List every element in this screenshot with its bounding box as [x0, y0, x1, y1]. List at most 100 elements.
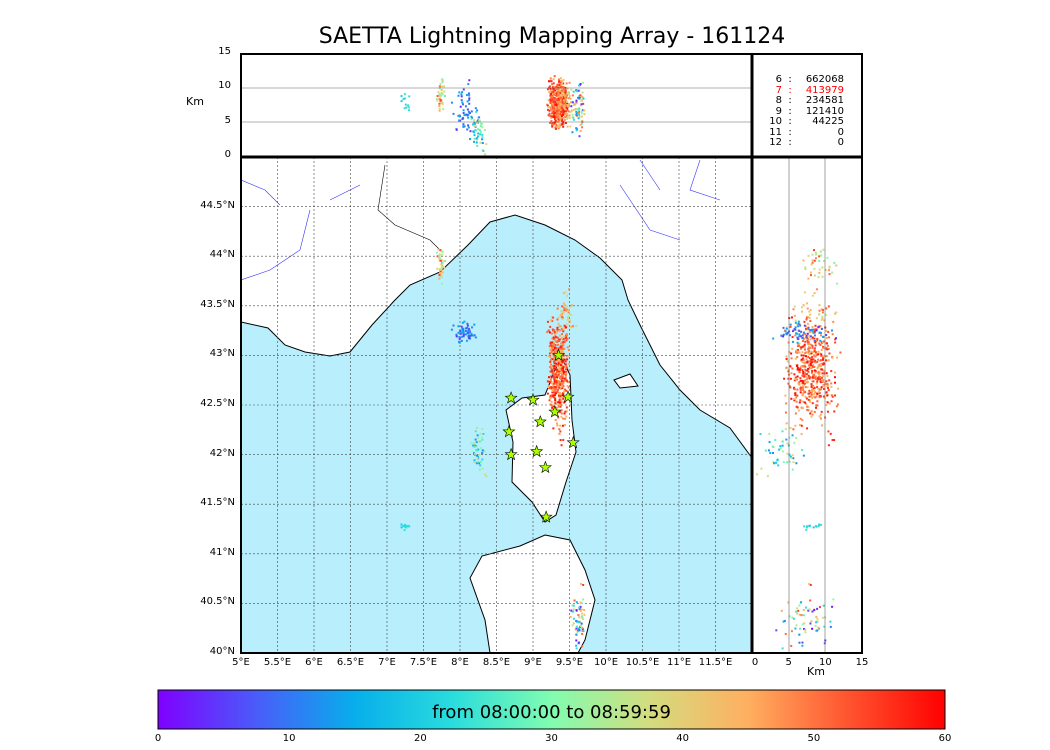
lightning-source	[557, 379, 560, 382]
lightning-source	[564, 417, 567, 420]
lightning-source	[458, 338, 461, 341]
lightning-source	[564, 375, 567, 378]
lightning-source-side	[796, 375, 799, 378]
lightning-source-altitude	[549, 106, 552, 109]
altitude-tick-label: 15	[218, 46, 231, 57]
lightning-source-side	[811, 294, 814, 297]
lightning-source	[552, 375, 555, 378]
lightning-source-side	[796, 332, 799, 335]
lightning-source	[440, 274, 443, 277]
lightning-source-altitude	[555, 98, 558, 101]
lightning-source	[546, 380, 549, 383]
lightning-source	[552, 390, 555, 393]
separator: :	[788, 95, 792, 106]
x-tick-label: 10.5°E	[625, 657, 660, 668]
lightning-source	[564, 376, 567, 379]
lightning-source	[440, 259, 443, 262]
lightning-source-altitude	[560, 94, 563, 97]
lightning-source	[553, 379, 556, 382]
lightning-source-side	[822, 363, 825, 366]
lightning-source-side	[798, 323, 801, 326]
lightning-source-side	[801, 419, 804, 422]
lightning-source	[556, 318, 559, 321]
lightning-source-side	[795, 350, 798, 353]
lightning-source-side	[837, 387, 840, 390]
lightning-source-side	[792, 428, 795, 431]
lightning-source	[465, 333, 468, 336]
station-count-label: 10	[769, 116, 782, 127]
lightning-source-altitude	[408, 109, 411, 112]
lightning-source-side	[812, 249, 815, 252]
lightning-source-side	[779, 447, 782, 450]
lightning-source	[470, 334, 473, 337]
lightning-source-altitude	[467, 124, 470, 127]
lightning-source	[560, 409, 563, 412]
lightning-source	[549, 396, 552, 399]
lightning-source-altitude	[567, 110, 570, 113]
lightning-source-side	[812, 395, 815, 398]
lightning-source-side	[785, 402, 788, 405]
lightning-source	[565, 372, 568, 375]
lightning-source-side	[798, 330, 801, 333]
lightning-source-side	[819, 378, 822, 381]
lightning-source	[567, 349, 570, 352]
lightning-source-side	[828, 273, 831, 276]
side-tick-label: 15	[855, 657, 869, 668]
lightning-source-side	[813, 393, 816, 396]
lightning-source	[560, 310, 563, 313]
lightning-source	[561, 354, 564, 357]
lightning-source-side	[817, 390, 820, 393]
lightning-source	[559, 424, 562, 427]
lightning-source-side	[792, 617, 795, 620]
lightning-source-side	[774, 438, 777, 441]
lightning-source	[556, 370, 559, 373]
lightning-source-altitude	[473, 134, 476, 137]
lightning-source-side	[839, 351, 842, 354]
lightning-source	[555, 365, 558, 368]
lightning-source	[549, 325, 552, 328]
lightning-source-side	[799, 627, 802, 630]
lightning-source-side	[813, 374, 816, 377]
lightning-source-altitude	[571, 113, 574, 116]
lightning-source	[559, 334, 562, 337]
lightning-source-side	[807, 254, 810, 257]
lightning-source-side	[816, 618, 819, 621]
lightning-source-side	[816, 620, 819, 623]
lightning-source-altitude	[561, 107, 564, 110]
lightning-source-side	[826, 348, 829, 351]
lightning-source	[554, 373, 557, 376]
colorbar-tick-label: 20	[413, 733, 427, 744]
lightning-source	[561, 338, 564, 341]
x-tick-label: 8.5°E	[482, 657, 511, 668]
lightning-source-side	[820, 410, 823, 413]
lightning-source-side	[798, 383, 801, 386]
lightning-source-side	[830, 394, 833, 397]
lightning-source	[473, 461, 476, 464]
lightning-source	[551, 342, 554, 345]
lightning-source	[559, 346, 562, 349]
lightning-source-side	[790, 457, 793, 460]
side-tick-label: 5	[785, 657, 792, 668]
lightning-source-side	[819, 344, 822, 347]
lightning-source-side	[824, 382, 827, 385]
lightning-source-altitude	[549, 94, 552, 97]
lightning-source	[581, 644, 584, 647]
lightning-source-side	[818, 260, 821, 263]
lightning-source	[574, 628, 577, 631]
lightning-source-side	[811, 344, 814, 347]
lightning-source-side	[811, 397, 814, 400]
lightning-source-side	[820, 334, 823, 337]
lightning-source-side	[788, 460, 791, 463]
lightning-source	[554, 334, 557, 337]
lightning-source	[583, 613, 586, 616]
lightning-source-side	[775, 629, 778, 632]
lightning-source	[547, 376, 550, 379]
lightning-source-side	[794, 328, 797, 331]
lightning-source-altitude	[477, 135, 480, 138]
lightning-source	[462, 327, 465, 330]
lightning-source	[458, 340, 461, 343]
separator: :	[788, 126, 792, 138]
lightning-source-altitude	[552, 106, 555, 109]
lightning-source-side	[811, 253, 814, 256]
lightning-source	[551, 386, 554, 389]
